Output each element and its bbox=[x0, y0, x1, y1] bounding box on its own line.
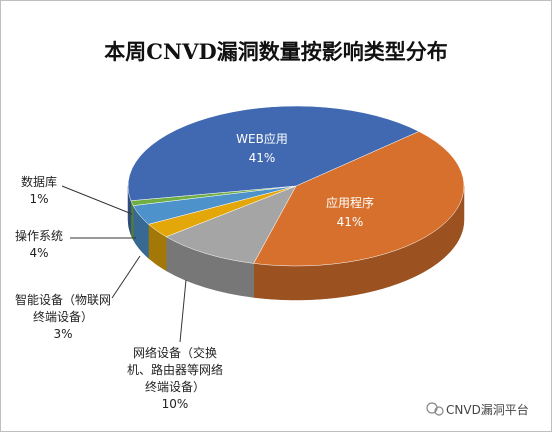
slice-label: 智能设备（物联网终端设备） bbox=[14, 293, 111, 324]
value-label: 41% bbox=[248, 151, 276, 165]
slice bbox=[165, 185, 297, 264]
slice-label: 数据库 bbox=[20, 175, 57, 189]
value-label: 1% bbox=[29, 192, 49, 206]
slice bbox=[127, 105, 420, 201]
slice-label: WEB应用 bbox=[236, 132, 288, 146]
chart-title: 本周CNVD漏洞数量按影响类型分布 bbox=[104, 39, 448, 64]
leader-line bbox=[111, 255, 141, 299]
slice-side bbox=[130, 200, 134, 240]
slice-label: 应用程序 bbox=[325, 196, 374, 210]
slice-label: 操作系统 bbox=[14, 229, 63, 243]
value-label: 4% bbox=[29, 246, 49, 260]
slice bbox=[253, 131, 465, 267]
value-label: 10% bbox=[161, 397, 189, 411]
leader-line bbox=[179, 279, 187, 343]
value-label: 41% bbox=[336, 215, 364, 229]
leader-line bbox=[61, 185, 133, 215]
watermark: CNVD漏洞平台 bbox=[446, 403, 529, 417]
slice-label: 网络设备（交换机、路由器等网络终端设备） bbox=[126, 346, 223, 394]
watermark-icon bbox=[426, 402, 444, 416]
value-label: 3% bbox=[53, 327, 73, 341]
